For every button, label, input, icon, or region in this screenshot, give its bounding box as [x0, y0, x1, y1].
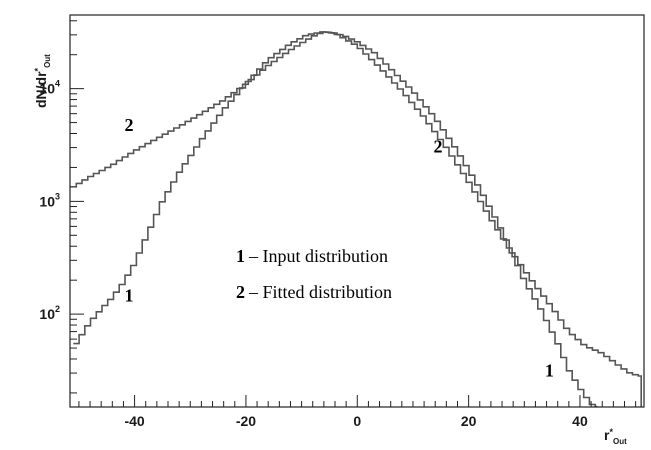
legend-key-1: 1	[236, 246, 245, 266]
curve-label-2: 2	[125, 115, 134, 135]
legend: 1– Input distribution 2– Fitted distribu…	[236, 246, 392, 302]
y-tick-label: 102	[39, 304, 60, 322]
legend-key-2: 2	[236, 282, 245, 302]
legend-entry-1: 1– Input distribution	[236, 246, 388, 266]
curve-label-1: 1	[545, 360, 554, 380]
x-tick-label: -20	[236, 413, 256, 429]
ticks-layer: -40 -20 0 20 40 102 103 104	[39, 20, 637, 429]
legend-text-1: – Input distribution	[248, 246, 388, 266]
series-1-line	[73, 31, 598, 408]
curve-label-1: 1	[125, 285, 134, 305]
series-2-line	[70, 31, 642, 407]
y-axis-title: dN/dr*Out	[33, 54, 52, 108]
x-tick-label: 20	[461, 413, 477, 429]
y-tick-label: 103	[39, 191, 60, 209]
legend-text-2: – Fitted distribution	[248, 282, 392, 302]
annotation-layer: 2 1 2 1	[125, 115, 554, 380]
x-axis-title: r*Out	[604, 427, 627, 446]
legend-entry-2: 2– Fitted distribution	[236, 282, 392, 302]
plot-frame	[69, 14, 645, 408]
x-tick-label: 0	[353, 413, 361, 429]
x-tick-label: 40	[572, 413, 588, 429]
curve-label-2: 2	[434, 137, 443, 157]
x-tick-label: -40	[124, 413, 144, 429]
y-tick-label: 104	[39, 79, 60, 97]
series-layer	[70, 31, 642, 408]
